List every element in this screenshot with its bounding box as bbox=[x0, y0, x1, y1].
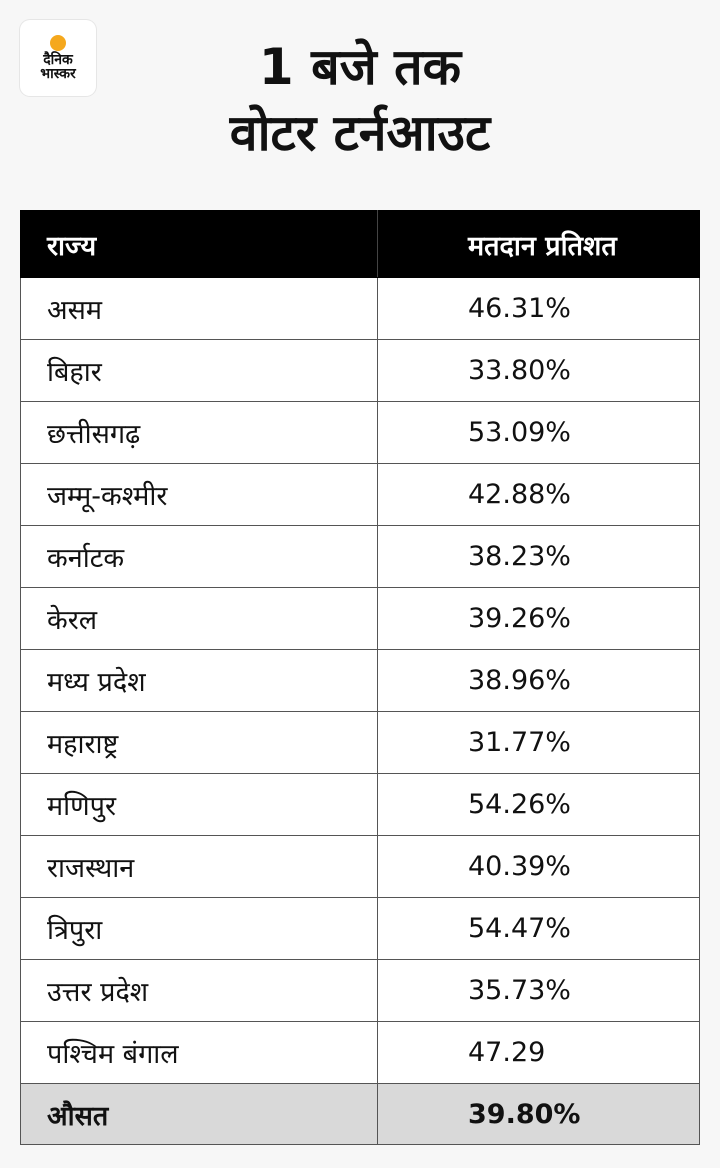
turnout-value: 54.47% bbox=[377, 897, 700, 960]
table-row: केरल 39.26% bbox=[20, 587, 700, 650]
state-name: महाराष्ट्र bbox=[20, 711, 378, 774]
turnout-value: 53.09% bbox=[377, 401, 700, 464]
table-row: असम 46.31% bbox=[20, 277, 700, 340]
turnout-value: 31.77% bbox=[377, 711, 700, 774]
logo-line-2: भास्कर bbox=[40, 66, 76, 82]
turnout-value: 39.26% bbox=[377, 587, 700, 650]
table-row: मणिपुर 54.26% bbox=[20, 773, 700, 836]
turnout-value: 47.29 bbox=[377, 1021, 700, 1084]
page-title: 1 बजे तक वोटर टर्नआउट bbox=[100, 34, 620, 166]
state-name: राजस्थान bbox=[20, 835, 378, 898]
turnout-value: 54.26% bbox=[377, 773, 700, 836]
header-state: राज्य bbox=[20, 210, 378, 278]
table-row: जम्मू-कश्मीर 42.88% bbox=[20, 463, 700, 526]
table-row: महाराष्ट्र 31.77% bbox=[20, 711, 700, 774]
turnout-value: 42.88% bbox=[377, 463, 700, 526]
turnout-value: 38.96% bbox=[377, 649, 700, 712]
voter-turnout-table: राज्य मतदान प्रतिशत असम 46.31% बिहार 33.… bbox=[20, 210, 700, 1145]
state-name: छत्तीसगढ़ bbox=[20, 401, 378, 464]
table-row: कर्नाटक 38.23% bbox=[20, 525, 700, 588]
average-label: औसत bbox=[20, 1083, 378, 1145]
state-name: बिहार bbox=[20, 339, 378, 402]
logo-line-1: दैनिक bbox=[43, 52, 73, 68]
turnout-value: 38.23% bbox=[377, 525, 700, 588]
table-row: पश्चिम बंगाल 47.29 bbox=[20, 1021, 700, 1084]
state-name: त्रिपुरा bbox=[20, 897, 378, 960]
turnout-value: 46.31% bbox=[377, 277, 700, 340]
table-row: उत्तर प्रदेश 35.73% bbox=[20, 959, 700, 1022]
average-value: 39.80% bbox=[377, 1083, 700, 1145]
table-row: मध्य प्रदेश 38.96% bbox=[20, 649, 700, 712]
table-row: बिहार 33.80% bbox=[20, 339, 700, 402]
state-name: केरल bbox=[20, 587, 378, 650]
state-name: मध्य प्रदेश bbox=[20, 649, 378, 712]
table-row: त्रिपुरा 54.47% bbox=[20, 897, 700, 960]
dainik-bhaskar-logo: दैनिक भास्कर bbox=[20, 20, 96, 96]
turnout-value: 35.73% bbox=[377, 959, 700, 1022]
state-name: मणिपुर bbox=[20, 773, 378, 836]
state-name: जम्मू-कश्मीर bbox=[20, 463, 378, 526]
title-line-1: 1 बजे तक bbox=[258, 38, 462, 96]
state-name: उत्तर प्रदेश bbox=[20, 959, 378, 1022]
table-header-row: राज्य मतदान प्रतिशत bbox=[20, 210, 700, 278]
state-name: पश्चिम बंगाल bbox=[20, 1021, 378, 1084]
turnout-value: 33.80% bbox=[377, 339, 700, 402]
table-row: छत्तीसगढ़ 53.09% bbox=[20, 401, 700, 464]
state-name: असम bbox=[20, 277, 378, 340]
turnout-value: 40.39% bbox=[377, 835, 700, 898]
logo-sun-icon bbox=[50, 35, 66, 51]
average-row: औसत 39.80% bbox=[20, 1083, 700, 1145]
state-name: कर्नाटक bbox=[20, 525, 378, 588]
header-turnout-percent: मतदान प्रतिशत bbox=[377, 210, 700, 278]
title-line-2: वोटर टर्नआउट bbox=[229, 104, 491, 162]
table-row: राजस्थान 40.39% bbox=[20, 835, 700, 898]
